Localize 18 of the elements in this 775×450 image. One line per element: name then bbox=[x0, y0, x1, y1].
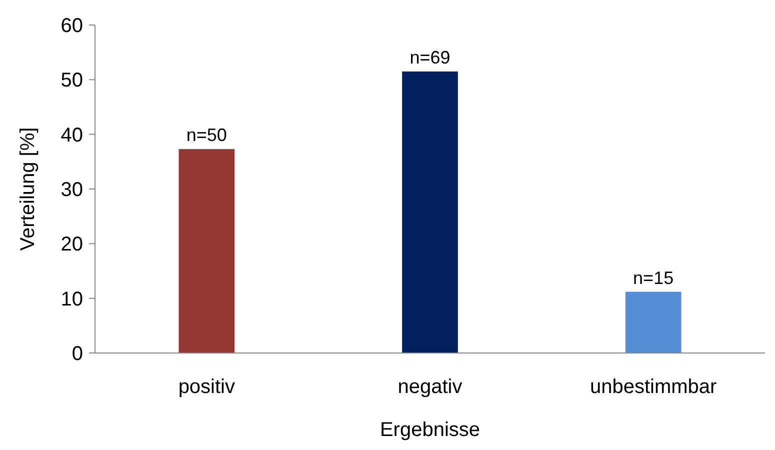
y-tick-label: 50 bbox=[60, 70, 83, 92]
y-tick-label: 60 bbox=[60, 15, 83, 37]
y-tick-label: 0 bbox=[72, 343, 83, 365]
y-axis-title: Verteilung [%] bbox=[17, 127, 39, 251]
annotation: n=50 bbox=[186, 125, 227, 146]
y-tick-label: 10 bbox=[60, 288, 83, 310]
bar bbox=[625, 292, 682, 353]
x-axis-title: Ergebnisse bbox=[380, 419, 480, 441]
x-tick-label: negativ bbox=[398, 376, 462, 398]
annotation: n=69 bbox=[410, 47, 450, 68]
bar bbox=[178, 149, 235, 353]
annotation: n=15 bbox=[633, 268, 674, 288]
x-tick-label: positiv bbox=[178, 376, 236, 398]
y-tick-label: 20 bbox=[60, 234, 83, 256]
y-tick-label: 40 bbox=[60, 124, 83, 146]
bar bbox=[402, 71, 458, 353]
x-tick-label: unbestimmbar bbox=[590, 376, 718, 398]
y-tick-label: 30 bbox=[60, 179, 83, 201]
